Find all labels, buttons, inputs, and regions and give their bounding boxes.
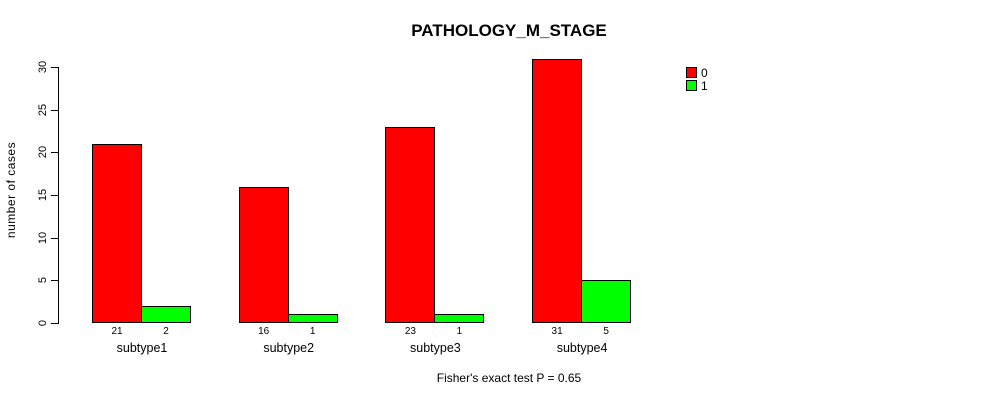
bar-subtype4-series1 — [581, 280, 632, 323]
chart-title: PATHOLOGY_M_STAGE — [411, 21, 607, 40]
bar-subtype2-series1 — [287, 314, 338, 323]
y-axis-line — [58, 67, 59, 324]
legend-item-label: 0 — [701, 66, 708, 80]
x-axis-category-label: subtype1 — [116, 341, 168, 355]
x-axis-category-label: subtype2 — [263, 341, 315, 355]
y-axis-tick — [51, 195, 58, 197]
bar-value-label: 2 — [163, 326, 169, 337]
bar-subtype1-series0 — [92, 144, 142, 323]
y-axis-tick — [51, 152, 58, 154]
y-axis-tick — [51, 109, 58, 111]
y-axis-tick-label: 20 — [37, 146, 49, 159]
bar-subtype2-series0 — [238, 187, 289, 323]
bar-subtype4-series0 — [532, 59, 583, 323]
y-axis-tick — [51, 323, 58, 324]
y-axis-tick-label: 25 — [37, 103, 49, 116]
fisher-test-caption: Fisher's exact test P = 0.65 — [436, 371, 582, 385]
x-axis-category-label: subtype3 — [410, 341, 461, 355]
bar-subtype3-series1 — [434, 314, 485, 323]
y-axis-tick-label: 30 — [37, 60, 49, 74]
y-axis-tick-label: 5 — [37, 277, 49, 284]
y-axis-tick-label: 0 — [37, 319, 49, 327]
bar-subtype1-series1 — [141, 306, 191, 323]
bar-value-label: 21 — [111, 326, 123, 337]
bar-value-label: 31 — [551, 326, 563, 337]
bar-value-label: 5 — [603, 326, 609, 337]
bar-value-label: 1 — [456, 326, 463, 337]
bar-value-label: 23 — [404, 326, 416, 337]
legend-swatch-1 — [686, 79, 697, 91]
legend-item-label: 1 — [701, 78, 708, 93]
legend-swatch-0 — [686, 67, 697, 78]
y-axis-label: number of cases — [4, 141, 18, 239]
y-axis-tick — [51, 67, 58, 69]
bar-value-label: 1 — [309, 326, 316, 337]
y-axis-tick — [51, 280, 58, 282]
y-axis-tick-label: 10 — [37, 231, 49, 244]
y-axis-tick — [51, 237, 58, 239]
bar-subtype3-series0 — [385, 127, 436, 323]
x-axis-category-label: subtype4 — [556, 341, 608, 355]
y-axis-tick-label: 15 — [37, 188, 49, 202]
bar-value-label: 16 — [258, 326, 270, 337]
